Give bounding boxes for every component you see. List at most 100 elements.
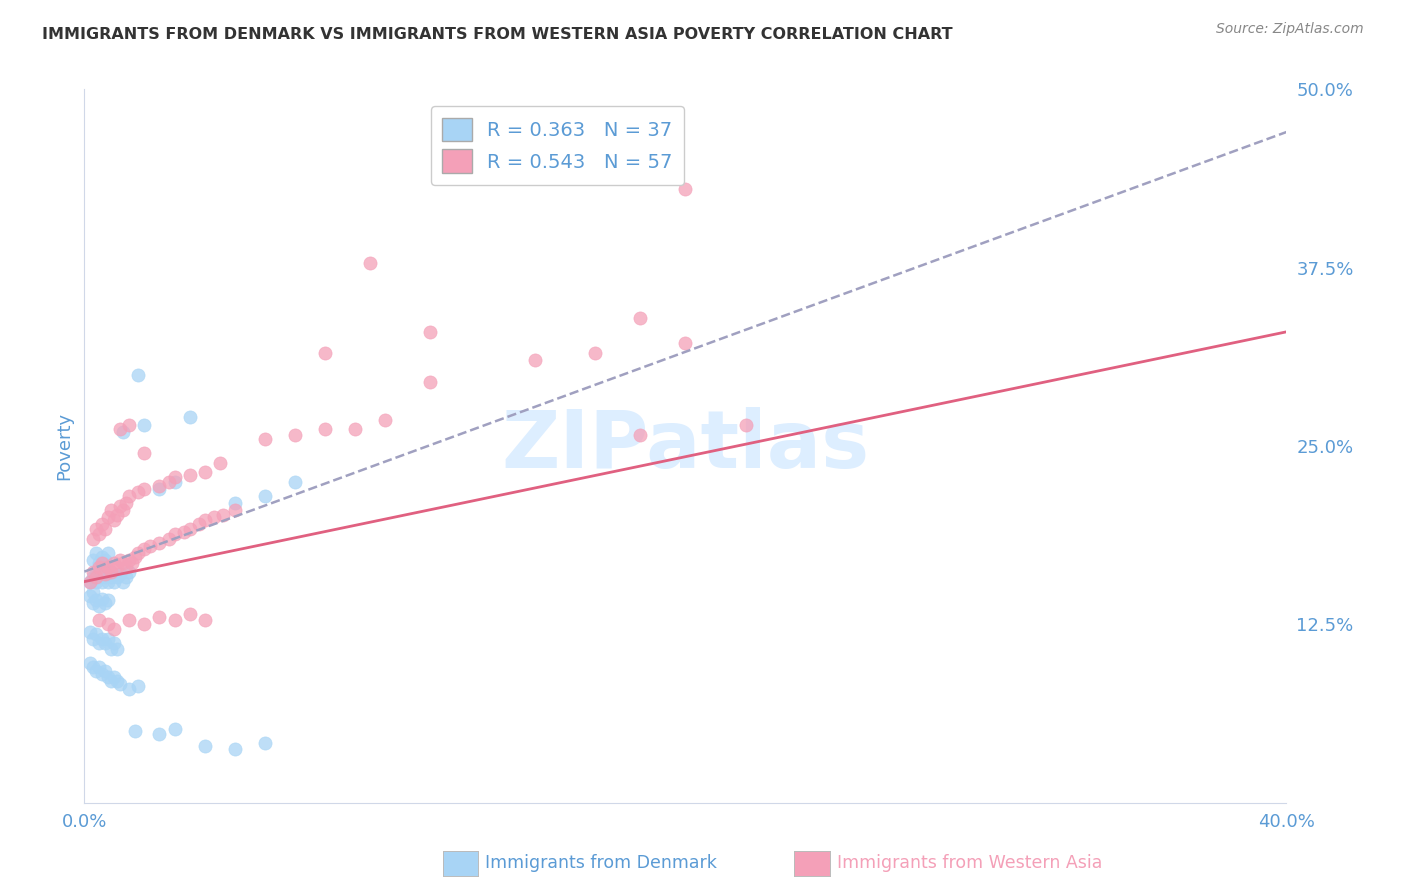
Point xyxy=(94,596,117,610)
Point xyxy=(103,513,125,527)
Point xyxy=(112,556,135,570)
Point xyxy=(94,563,117,577)
Point xyxy=(100,565,122,579)
Point xyxy=(157,532,180,546)
Point xyxy=(86,665,108,679)
Point xyxy=(91,517,114,532)
Point xyxy=(359,256,381,270)
Point xyxy=(112,425,135,439)
Point xyxy=(675,336,697,351)
Point xyxy=(163,470,186,484)
Point xyxy=(173,524,195,539)
Point xyxy=(94,553,117,567)
Point xyxy=(94,522,117,536)
Point xyxy=(89,599,111,613)
Point xyxy=(100,503,122,517)
Point xyxy=(157,475,180,489)
Point xyxy=(86,627,108,641)
Point xyxy=(148,727,170,741)
Point xyxy=(94,567,117,582)
Text: Source: ZipAtlas.com: Source: ZipAtlas.com xyxy=(1216,22,1364,37)
Point xyxy=(314,422,336,436)
Point xyxy=(79,656,101,670)
Point xyxy=(103,556,125,570)
Point xyxy=(202,510,225,524)
Point xyxy=(89,565,111,579)
Point xyxy=(134,541,156,556)
Point xyxy=(89,660,111,674)
Point xyxy=(179,607,201,622)
Point xyxy=(97,617,120,632)
Point xyxy=(115,570,138,584)
Point xyxy=(94,665,117,679)
Y-axis label: Poverty: Poverty xyxy=(55,412,73,480)
Point xyxy=(127,679,149,693)
Point xyxy=(100,570,122,584)
Point xyxy=(100,641,122,656)
Point xyxy=(103,574,125,589)
Point xyxy=(100,674,122,689)
Point xyxy=(134,482,156,496)
Point xyxy=(89,556,111,570)
Point xyxy=(86,567,108,582)
Point xyxy=(91,667,114,681)
Point xyxy=(148,610,170,624)
Point xyxy=(89,570,111,584)
Point xyxy=(82,532,104,546)
Point xyxy=(628,310,651,325)
Point xyxy=(82,570,104,584)
Point xyxy=(91,574,114,589)
Point xyxy=(82,632,104,646)
Point xyxy=(148,482,170,496)
Point xyxy=(134,446,156,460)
Text: Immigrants from Denmark: Immigrants from Denmark xyxy=(485,855,717,872)
Point xyxy=(110,499,132,513)
Point xyxy=(163,527,186,541)
Point xyxy=(194,613,217,627)
Point xyxy=(115,560,138,574)
Point xyxy=(628,427,651,442)
Point xyxy=(97,546,120,560)
Point xyxy=(208,456,231,470)
Point xyxy=(89,636,111,650)
Point xyxy=(89,613,111,627)
Point xyxy=(419,375,441,389)
Point xyxy=(97,632,120,646)
Point xyxy=(194,739,217,753)
Point xyxy=(112,574,135,589)
Point xyxy=(112,503,135,517)
Point xyxy=(89,560,111,574)
Point xyxy=(107,560,129,574)
Point xyxy=(107,641,129,656)
Point xyxy=(91,567,114,582)
Point xyxy=(163,475,186,489)
Point xyxy=(124,724,146,739)
Point xyxy=(86,570,108,584)
Point xyxy=(253,489,276,503)
Point xyxy=(86,546,108,560)
Point xyxy=(134,617,156,632)
Point xyxy=(100,565,122,579)
Point xyxy=(224,741,246,756)
Point xyxy=(82,565,104,579)
Point xyxy=(118,681,141,696)
Point xyxy=(374,413,396,427)
Point xyxy=(127,368,149,382)
Point xyxy=(107,570,129,584)
Point xyxy=(79,574,101,589)
Point xyxy=(86,522,108,536)
Point xyxy=(224,503,246,517)
Point xyxy=(110,677,132,691)
Point xyxy=(86,574,108,589)
Point xyxy=(89,527,111,541)
Point xyxy=(314,346,336,360)
Point xyxy=(179,410,201,425)
Point xyxy=(97,560,120,574)
Point xyxy=(124,550,146,565)
Point xyxy=(103,636,125,650)
Point xyxy=(97,574,120,589)
Point xyxy=(115,496,138,510)
Point xyxy=(139,539,162,553)
Point xyxy=(524,353,547,368)
Point xyxy=(107,508,129,522)
